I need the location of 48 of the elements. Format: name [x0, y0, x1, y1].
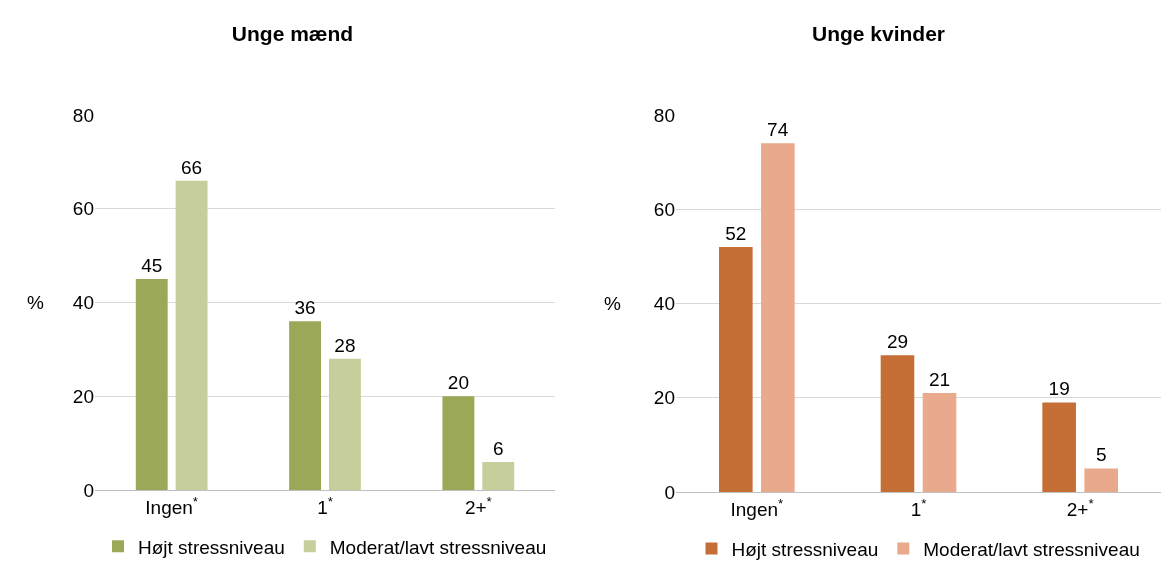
bar [922, 393, 957, 492]
bar [880, 355, 915, 492]
bar [1042, 402, 1076, 492]
data-label: 19 [1048, 378, 1070, 400]
y-axis-title: % [27, 292, 44, 313]
y-tick-label: 60 [72, 198, 94, 220]
bar [1084, 468, 1118, 492]
y-tick-label: 80 [653, 104, 675, 126]
legend-label: Højt stressniveau [138, 536, 285, 558]
bar [175, 180, 208, 490]
y-tick-label: 60 [653, 198, 675, 220]
data-label: 21 [928, 369, 951, 391]
y-tick-label: 20 [72, 385, 94, 407]
x-tick-label: 1$^{*}$ [910, 495, 927, 520]
data-label: 36 [294, 297, 316, 319]
bar [761, 143, 795, 492]
x-tick-label: 1$^{*}$ [317, 493, 333, 518]
data-label: 6 [492, 437, 504, 459]
y-tick-label: 20 [653, 387, 675, 409]
data-label: 29 [886, 331, 909, 353]
legend-label: Moderat/lavt stressniveau [329, 536, 547, 558]
x-tick-label: 2+$^{*}$ [464, 493, 492, 518]
data-label: 66 [181, 156, 203, 178]
bar [289, 321, 322, 490]
data-label: 45 [141, 255, 163, 277]
x-tick-label: 2+$^{*}$ [1066, 495, 1094, 520]
y-tick-label: 40 [72, 292, 94, 314]
bar [442, 396, 475, 490]
data-label: 52 [725, 222, 747, 244]
x-tick-label: Ingen$^{*}$ [730, 495, 784, 520]
data-label: 5 [1095, 444, 1107, 466]
bar [328, 358, 361, 490]
y-tick-label: 0 [664, 481, 675, 503]
chart-title: Unge mænd [231, 21, 354, 45]
y-tick-label: 80 [72, 104, 94, 126]
legend-label: Moderat/lavt stressniveau [923, 538, 1140, 560]
y-tick-label: 0 [83, 479, 94, 501]
legend-label: Højt stressniveau [731, 538, 879, 560]
data-label: 20 [447, 372, 469, 394]
data-label: 74 [767, 119, 789, 141]
y-tick-label: 40 [653, 293, 675, 315]
x-tick-label: Ingen$^{*}$ [145, 493, 199, 518]
bar [135, 279, 168, 490]
bar [482, 461, 515, 490]
bar [719, 246, 753, 492]
y-axis-title: % [604, 293, 621, 314]
data-label: 28 [334, 334, 356, 356]
chart-title: Unge kvinder [811, 21, 946, 45]
